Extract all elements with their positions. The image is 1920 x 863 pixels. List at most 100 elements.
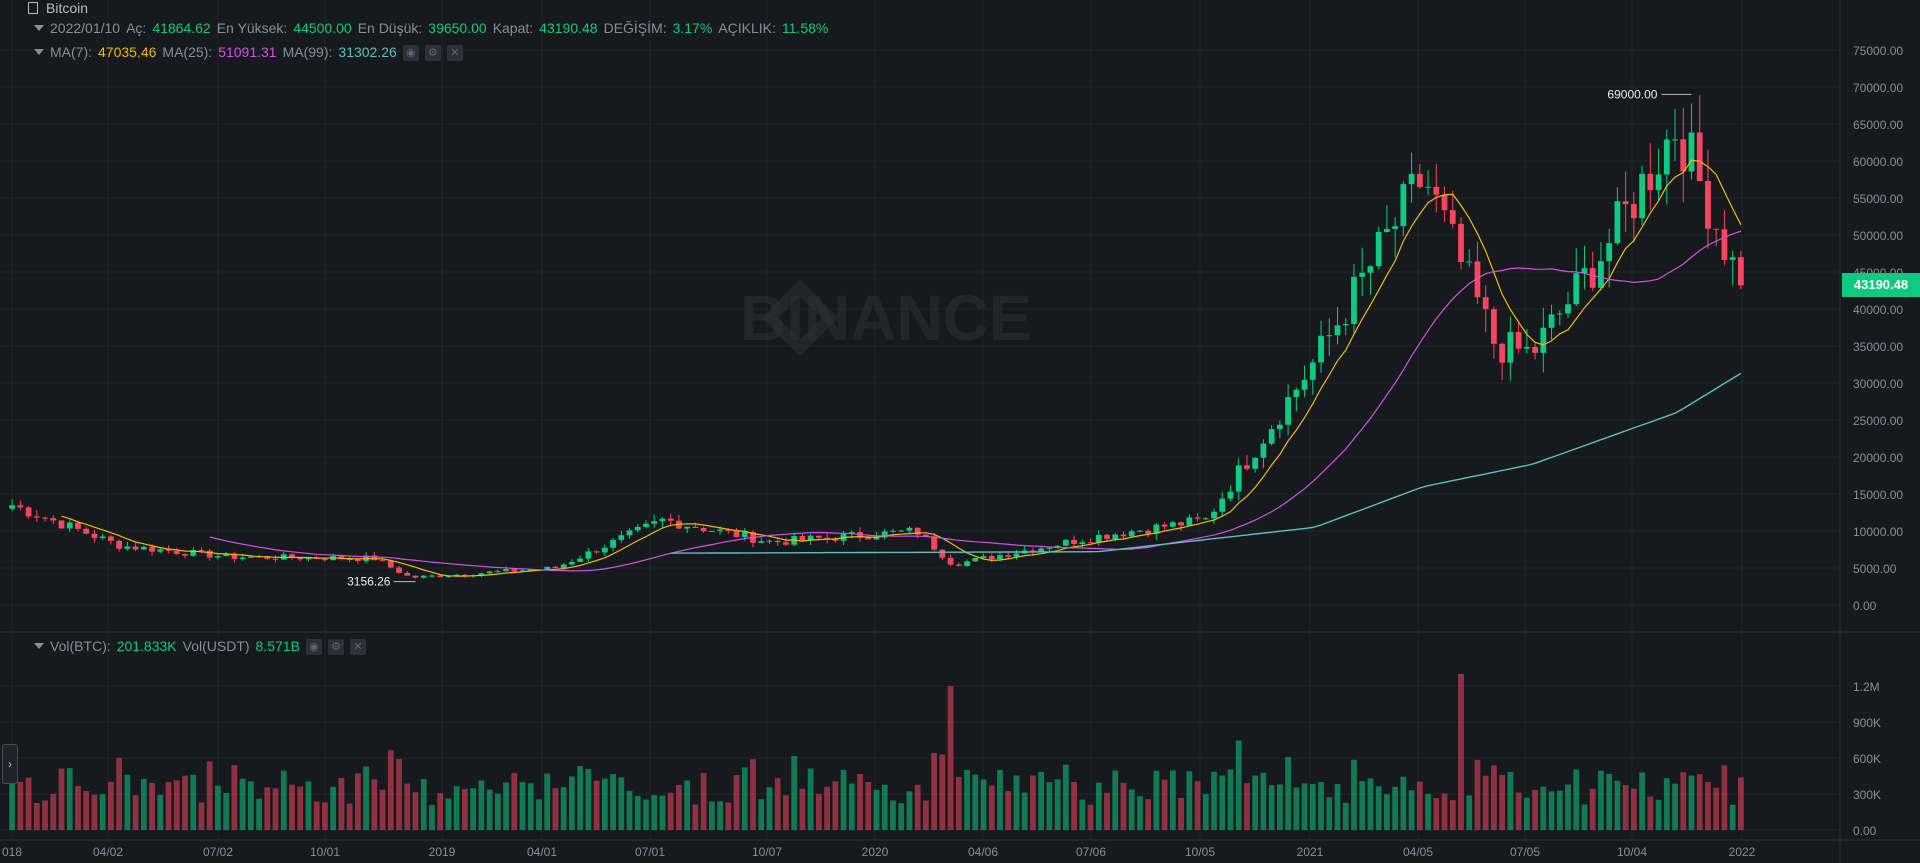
low-value: 39650.00 [428,20,487,36]
last-price-tag: 43190.48 [1842,273,1920,298]
watermark-logo-icon [761,279,839,357]
expand-panel-button[interactable]: › [2,744,18,784]
volume-bar [75,786,81,830]
candle-body [848,532,855,534]
candle-body [1293,389,1300,398]
x-tick-label: 07/02 [203,845,233,859]
volume-bar [1466,795,1473,830]
candle-body [50,518,57,521]
candle-body [651,521,658,524]
candle-body [1202,518,1209,520]
x-tick-label: 07/01 [635,845,665,859]
x-tick-label: 2020 [862,845,889,859]
volume-bar [1474,759,1481,830]
candle-body [1186,517,1193,526]
candle-body [387,560,394,568]
candle-body [997,555,1003,560]
volume-bar [1384,794,1390,830]
volume-bar [173,780,180,830]
candle-body [1573,273,1580,305]
candle-body [1416,173,1423,187]
volume-bar [1606,773,1613,830]
volume-bar [890,800,896,830]
candle-body [99,536,106,539]
eye-icon[interactable]: ◉ [402,45,419,62]
volume-bar [1400,776,1407,830]
candle-body [1071,539,1077,545]
collapse-caret-icon[interactable] [34,643,44,650]
volume-bar [906,791,913,830]
volume-bar [750,759,756,830]
volume-bar [988,785,995,830]
volume-bar [544,773,551,830]
volume-bar [700,773,707,830]
candle-body [75,522,81,529]
candle-body [1515,332,1522,349]
y-tick-label: 50000.00 [1853,229,1903,243]
volume-bar [1359,781,1366,830]
candle-body [1120,534,1127,537]
volume-bar [1285,757,1291,830]
candle-body [1425,186,1431,188]
candle-body [1351,276,1357,324]
candle-body [1499,343,1506,363]
volume-bar [247,781,254,830]
volume-bar [1598,770,1604,830]
collapse-caret-icon[interactable] [34,25,44,32]
candle-body [1556,313,1563,315]
open-label: Aç: [126,20,147,36]
volume-bar [1482,775,1489,830]
candle-body [626,530,633,536]
settings-icon[interactable]: ⚙ [327,639,344,656]
candle-body [1639,173,1645,219]
symbol-icon [28,2,38,14]
candle-body [371,555,378,561]
volume-bar [717,801,723,830]
volume-bar [618,777,625,830]
eye-icon[interactable]: ◉ [305,639,322,656]
volume-bar [1589,789,1596,830]
candle-body [247,556,254,558]
candle-body [717,529,723,531]
collapse-caret-icon[interactable] [34,49,44,56]
volume-bar [17,781,24,830]
candle-body [783,542,789,545]
candle-body [1482,297,1489,310]
y-tick-label: 5000.00 [1853,562,1897,576]
candle-body [17,505,24,508]
candle-body [1721,229,1728,260]
volume-bar [725,802,732,830]
close-icon[interactable]: ✕ [446,45,463,62]
close-icon[interactable]: ✕ [349,639,366,656]
volume-bar [322,802,328,830]
candle-body [708,530,715,532]
candle-body [1268,429,1275,444]
candle-body [108,536,114,541]
volume-bar [634,796,641,830]
candle-body [939,549,946,558]
volume-bar [1499,774,1506,830]
volume-bar [1688,775,1695,830]
volume-bar [1738,777,1744,830]
volume-bar [66,768,73,830]
volume-bar [1408,790,1415,830]
volume-bar [1441,793,1448,830]
candle-body [1598,261,1604,288]
candle-body [83,528,90,534]
candle-body [346,559,353,561]
candle-body [1005,555,1012,557]
y-tick-label: 60000.00 [1853,155,1903,169]
candle-body [923,534,929,537]
high-label: En Yüksek: [216,20,288,36]
candle-body [601,547,608,553]
y-tick-label: 20000.00 [1853,451,1903,465]
volume-bar [1655,799,1662,830]
y-tick-label: 30000.00 [1853,377,1903,391]
x-tick-label: 04/06 [968,845,998,859]
candle-body [404,572,411,576]
ma25-label: MA(25): [162,44,213,60]
candle-body [807,535,814,541]
volume-bar [964,770,970,830]
settings-icon[interactable]: ⚙ [424,45,441,62]
